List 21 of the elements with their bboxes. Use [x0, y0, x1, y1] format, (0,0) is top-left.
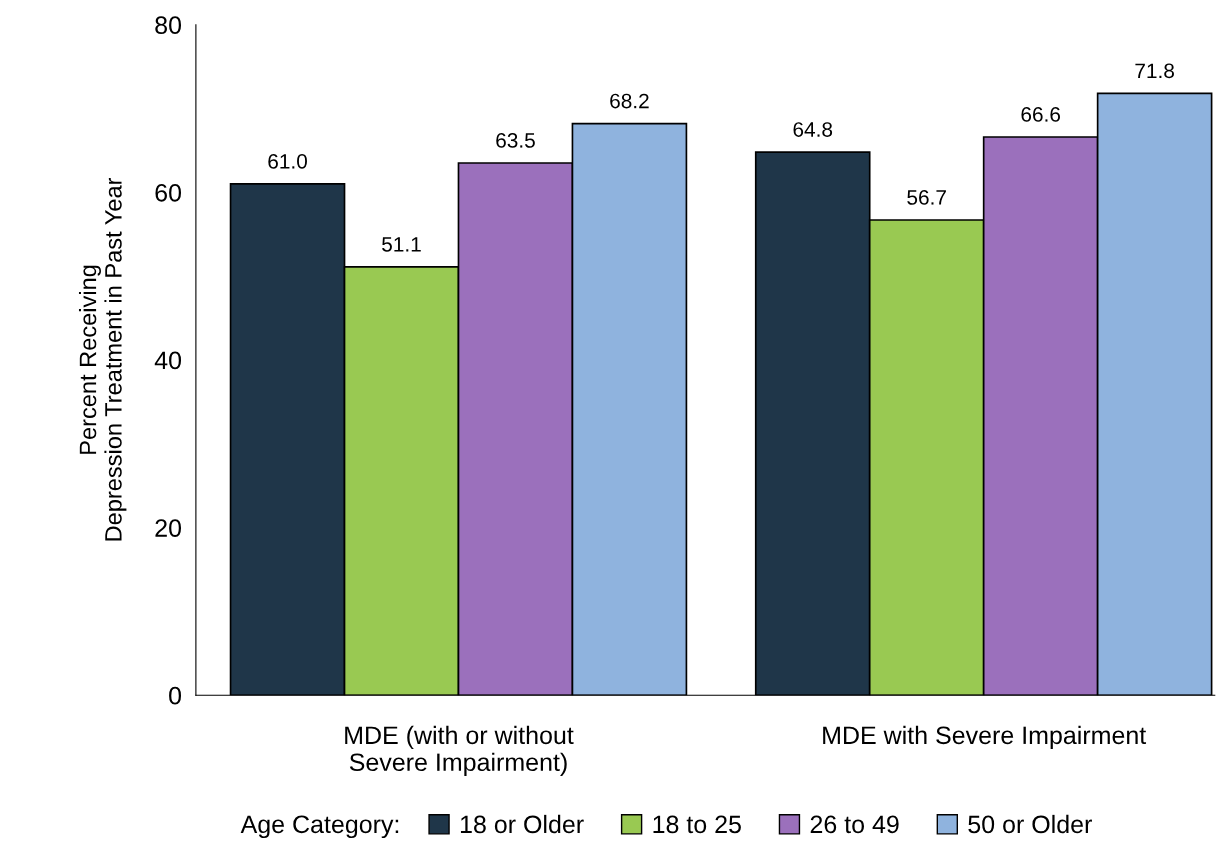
y-axis-title: Percent Receiving Depression Treatment in Past Year — [78, 177, 127, 541]
y-tick-label: 0 — [169, 686, 182, 705]
data-label: 64.8 — [793, 122, 833, 137]
data-label: 66.6 — [1021, 107, 1061, 122]
y-tick-label: 40 — [154, 351, 182, 370]
legend-label: 18 or Older — [460, 814, 584, 834]
y-tick-label: 20 — [155, 519, 182, 537]
data-label: 68.2 — [610, 93, 649, 109]
legend-label: 50 or Older — [968, 814, 1092, 834]
data-label: 56.7 — [907, 190, 946, 205]
legend-label: 18 to 25 — [653, 815, 741, 834]
data-label: 51.1 — [382, 237, 421, 252]
data-label: 71.8 — [1135, 63, 1174, 79]
x-tick-label: MDE with Severe Impairment — [823, 725, 1147, 750]
x-tick-label: MDE (with or without Severe Impairment) — [345, 725, 574, 777]
y-tick-label: 80 — [155, 16, 182, 35]
legend-label: 26 to 49 — [810, 815, 899, 834]
legend-title: Age Category: — [240, 815, 399, 839]
data-label: 63.5 — [496, 133, 535, 148]
y-tick-label: 60 — [155, 183, 182, 202]
data-label: 61.0 — [268, 153, 307, 169]
